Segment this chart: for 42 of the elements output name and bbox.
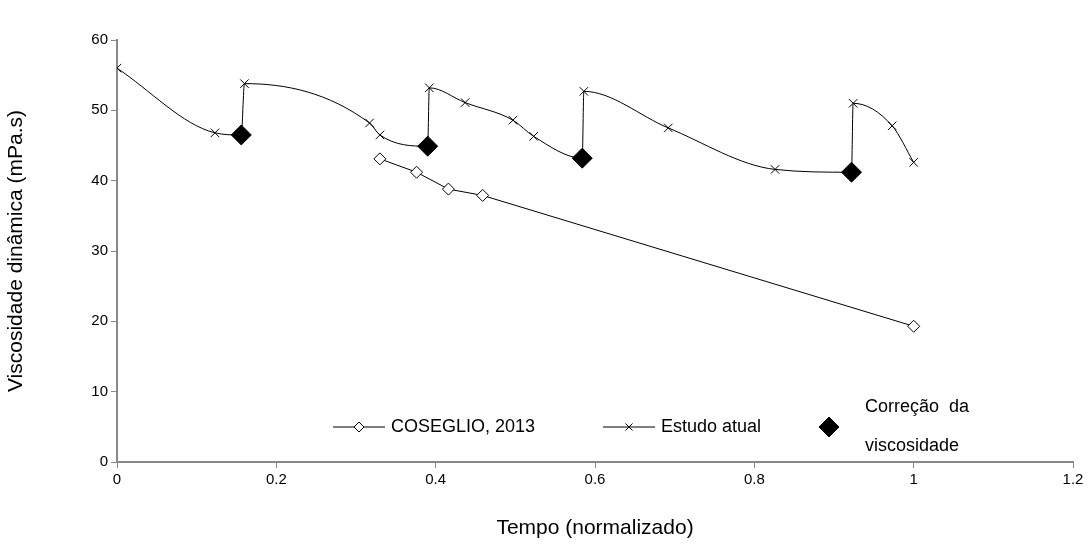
point <box>417 135 439 157</box>
y-tick-label: 20 <box>91 311 108 329</box>
point <box>908 157 919 168</box>
y-tick-label: 60 <box>91 30 108 48</box>
legend-label: COSEGLIO, 2013 <box>391 415 536 436</box>
point <box>375 130 385 140</box>
x-tick-label: 1.2 <box>1062 470 1084 488</box>
y-tick-label: 50 <box>91 100 108 118</box>
point <box>441 182 455 196</box>
point <box>210 128 220 138</box>
legend-label: Estudo atual <box>661 415 762 436</box>
point <box>410 165 424 179</box>
point <box>239 78 250 89</box>
x-tick-label: 0.4 <box>425 470 447 488</box>
point <box>460 97 470 108</box>
point <box>887 121 897 131</box>
x-tick-label: 0.8 <box>743 470 765 488</box>
y-tick-label: 0 <box>99 452 108 470</box>
point <box>424 83 435 93</box>
point <box>230 124 252 146</box>
point <box>841 161 863 183</box>
point <box>373 152 387 166</box>
x-tick-label: 0 <box>112 470 122 488</box>
x-tick-label: 0.6 <box>584 470 606 488</box>
point <box>579 86 589 97</box>
x-axis-title: Tempo (normalizado) <box>496 515 694 539</box>
y-axis-title: Viscosidade dinâmica (mPa.s) <box>3 109 27 393</box>
y-tick-label: 10 <box>91 381 108 399</box>
x-tick-label: 0.2 <box>265 470 287 488</box>
y-tick-label: 40 <box>91 170 108 188</box>
point <box>848 98 858 109</box>
point <box>508 115 518 125</box>
point <box>770 164 780 175</box>
point <box>528 131 539 142</box>
point <box>907 319 921 333</box>
point <box>364 118 375 128</box>
y-tick-label: 30 <box>91 241 108 259</box>
point <box>571 147 593 169</box>
x-tick-label: 1 <box>909 470 918 488</box>
legend-label: Correção da viscosidade <box>865 395 971 455</box>
point <box>476 188 490 202</box>
point <box>663 123 674 133</box>
